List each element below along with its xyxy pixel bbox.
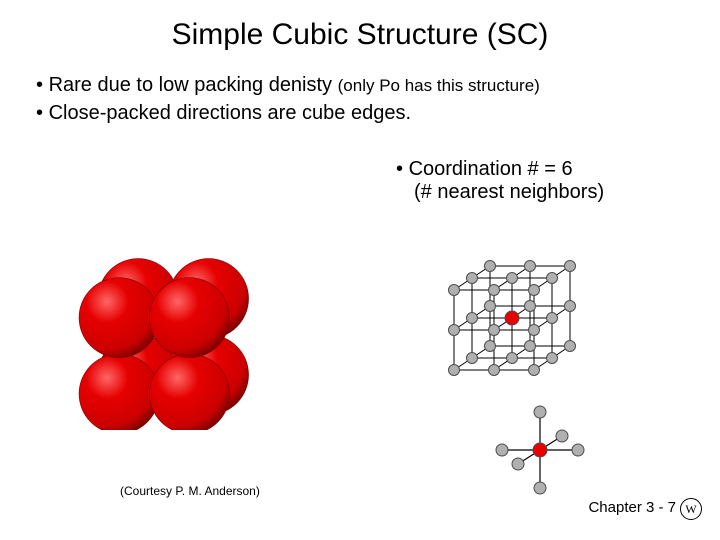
bullet-1-main: Rare due to low packing denisty [49,74,338,96]
right-bullet-line2: (# nearest neighbors) [414,181,604,204]
slide-title: Simple Cubic Structure (SC) [0,18,720,52]
sphere-packing-figure [70,230,290,430]
bullet-1-paren: (only Po has this structure) [338,76,540,95]
publisher-logo-icon: W [680,498,702,520]
bullet-2-main: Close-packed directions are cube edges. [49,102,411,124]
top-bullets: Rare due to low packing denisty (only Po… [36,72,540,128]
coordination-figure [460,395,620,505]
courtesy-text: (Courtesy P. M. Anderson) [120,484,260,498]
chapter-label: Chapter 3 - 7 [588,499,676,516]
right-bullet: Coordination # = 6 (# nearest neighbors) [396,158,604,204]
bullet-2: Close-packed directions are cube edges. [36,100,540,126]
lattice-figure [430,220,650,385]
bullet-1: Rare due to low packing denisty (only Po… [36,72,540,98]
right-bullet-line1: Coordination # = 6 [396,158,604,181]
